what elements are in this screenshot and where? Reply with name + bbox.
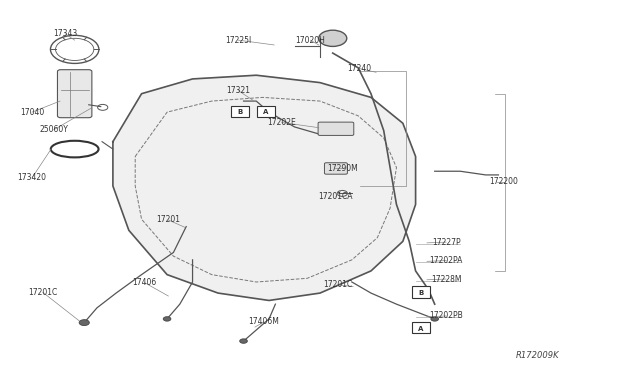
FancyBboxPatch shape xyxy=(324,163,348,174)
Text: R172009K: R172009K xyxy=(515,350,559,360)
FancyBboxPatch shape xyxy=(257,106,275,116)
FancyBboxPatch shape xyxy=(318,122,354,135)
Text: 17040: 17040 xyxy=(20,108,44,117)
Circle shape xyxy=(319,30,347,46)
Polygon shape xyxy=(113,75,415,301)
Text: 17020H: 17020H xyxy=(296,36,325,45)
FancyBboxPatch shape xyxy=(412,322,429,333)
Circle shape xyxy=(431,317,438,321)
Text: 17240: 17240 xyxy=(348,64,372,73)
Circle shape xyxy=(79,320,90,326)
Text: 17201CA: 17201CA xyxy=(319,192,353,201)
FancyBboxPatch shape xyxy=(232,106,249,116)
Circle shape xyxy=(163,317,171,321)
Text: 17343: 17343 xyxy=(53,29,77,38)
FancyBboxPatch shape xyxy=(412,286,429,298)
Text: 17201C: 17201C xyxy=(323,280,353,289)
Text: 17406M: 17406M xyxy=(248,317,280,326)
Text: B: B xyxy=(418,290,423,296)
Circle shape xyxy=(240,339,247,343)
Text: 17202PB: 17202PB xyxy=(429,311,463,320)
Text: 17225I: 17225I xyxy=(225,36,252,45)
Text: B: B xyxy=(237,109,243,115)
Text: 17290M: 17290M xyxy=(327,164,358,173)
Text: 17202E: 17202E xyxy=(268,118,296,127)
Text: 17201: 17201 xyxy=(156,215,180,224)
Text: 172200: 172200 xyxy=(489,177,518,186)
Text: 17321: 17321 xyxy=(227,86,250,95)
Text: A: A xyxy=(418,326,424,331)
FancyBboxPatch shape xyxy=(58,70,92,118)
Text: 17228M: 17228M xyxy=(431,275,461,283)
Text: 25060Y: 25060Y xyxy=(39,125,68,134)
Text: 17227P: 17227P xyxy=(432,238,461,247)
Text: 17202PA: 17202PA xyxy=(429,256,463,265)
Text: 17201C: 17201C xyxy=(28,288,58,297)
Text: 173420: 173420 xyxy=(17,173,47,182)
Text: 17406: 17406 xyxy=(132,278,157,287)
Text: A: A xyxy=(263,109,269,115)
